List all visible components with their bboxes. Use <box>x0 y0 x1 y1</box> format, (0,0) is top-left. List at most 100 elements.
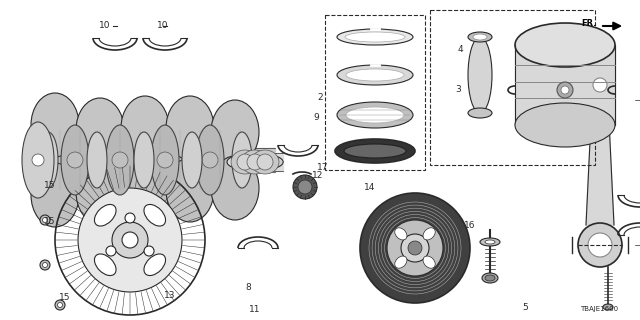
Text: 5: 5 <box>522 303 528 313</box>
Circle shape <box>58 302 63 308</box>
Circle shape <box>298 180 312 194</box>
Circle shape <box>42 262 47 268</box>
Circle shape <box>112 152 128 168</box>
Text: 9: 9 <box>313 114 319 123</box>
Ellipse shape <box>480 238 500 246</box>
Ellipse shape <box>95 204 116 226</box>
Circle shape <box>144 246 154 256</box>
Ellipse shape <box>346 107 404 123</box>
Circle shape <box>387 220 443 276</box>
Ellipse shape <box>603 304 613 310</box>
Ellipse shape <box>337 65 413 85</box>
Text: 15: 15 <box>44 218 56 227</box>
Circle shape <box>106 246 116 256</box>
Ellipse shape <box>423 228 435 240</box>
Text: 17: 17 <box>317 163 329 172</box>
Circle shape <box>578 223 622 267</box>
Ellipse shape <box>144 204 166 226</box>
Ellipse shape <box>87 132 107 188</box>
Ellipse shape <box>211 100 259 164</box>
Ellipse shape <box>106 125 134 195</box>
Text: 3: 3 <box>455 85 461 94</box>
Bar <box>430 10 595 165</box>
Ellipse shape <box>31 93 79 157</box>
Polygon shape <box>235 153 283 171</box>
Text: FR.: FR. <box>582 19 597 28</box>
Ellipse shape <box>121 96 169 160</box>
Polygon shape <box>40 148 275 172</box>
Ellipse shape <box>335 139 415 163</box>
Text: 16: 16 <box>464 220 476 229</box>
Ellipse shape <box>121 161 169 225</box>
Ellipse shape <box>473 34 487 40</box>
Ellipse shape <box>144 254 166 276</box>
Ellipse shape <box>515 103 615 147</box>
Ellipse shape <box>337 102 413 128</box>
Circle shape <box>125 213 135 223</box>
Text: 13: 13 <box>164 291 176 300</box>
Ellipse shape <box>95 254 116 276</box>
Ellipse shape <box>251 150 279 174</box>
Ellipse shape <box>395 256 407 268</box>
Ellipse shape <box>166 96 214 160</box>
Ellipse shape <box>61 125 89 195</box>
Ellipse shape <box>134 132 154 188</box>
Ellipse shape <box>211 156 259 220</box>
Ellipse shape <box>423 256 435 268</box>
Circle shape <box>561 86 569 94</box>
Ellipse shape <box>468 37 492 113</box>
Circle shape <box>408 241 422 255</box>
Ellipse shape <box>232 132 252 188</box>
Ellipse shape <box>76 98 124 162</box>
Text: 14: 14 <box>364 183 376 193</box>
Circle shape <box>557 82 573 98</box>
Ellipse shape <box>227 153 283 171</box>
Ellipse shape <box>182 132 202 188</box>
Ellipse shape <box>247 154 263 170</box>
Text: 15: 15 <box>60 292 71 301</box>
Bar <box>325 15 425 170</box>
Circle shape <box>122 232 138 248</box>
Text: 11: 11 <box>249 306 260 315</box>
Polygon shape <box>515 45 615 125</box>
Circle shape <box>40 215 50 225</box>
Circle shape <box>586 71 614 99</box>
Ellipse shape <box>468 108 492 118</box>
Circle shape <box>588 233 612 257</box>
Ellipse shape <box>196 125 224 195</box>
Ellipse shape <box>237 154 253 170</box>
Ellipse shape <box>38 132 58 188</box>
Ellipse shape <box>346 69 404 81</box>
Ellipse shape <box>395 228 407 240</box>
Circle shape <box>360 193 470 303</box>
Circle shape <box>42 218 47 222</box>
Ellipse shape <box>482 273 498 283</box>
Ellipse shape <box>31 163 79 227</box>
Ellipse shape <box>231 150 259 174</box>
Text: 10: 10 <box>99 21 111 30</box>
Circle shape <box>40 260 50 270</box>
Polygon shape <box>586 100 614 225</box>
Ellipse shape <box>247 155 283 169</box>
Ellipse shape <box>76 160 124 224</box>
Circle shape <box>593 78 607 92</box>
Ellipse shape <box>345 32 405 42</box>
Ellipse shape <box>166 158 214 222</box>
Circle shape <box>202 152 218 168</box>
Circle shape <box>78 188 182 292</box>
Ellipse shape <box>257 154 273 170</box>
Ellipse shape <box>485 240 495 244</box>
Circle shape <box>293 175 317 199</box>
Text: 15: 15 <box>44 180 56 189</box>
Circle shape <box>55 300 65 310</box>
Ellipse shape <box>515 23 615 67</box>
Text: 10: 10 <box>157 21 169 30</box>
Circle shape <box>32 154 44 166</box>
Circle shape <box>157 152 173 168</box>
Ellipse shape <box>337 29 413 45</box>
Text: 4: 4 <box>457 45 463 54</box>
Ellipse shape <box>485 275 495 281</box>
Ellipse shape <box>151 125 179 195</box>
Text: 8: 8 <box>245 284 251 292</box>
Text: 12: 12 <box>312 171 324 180</box>
